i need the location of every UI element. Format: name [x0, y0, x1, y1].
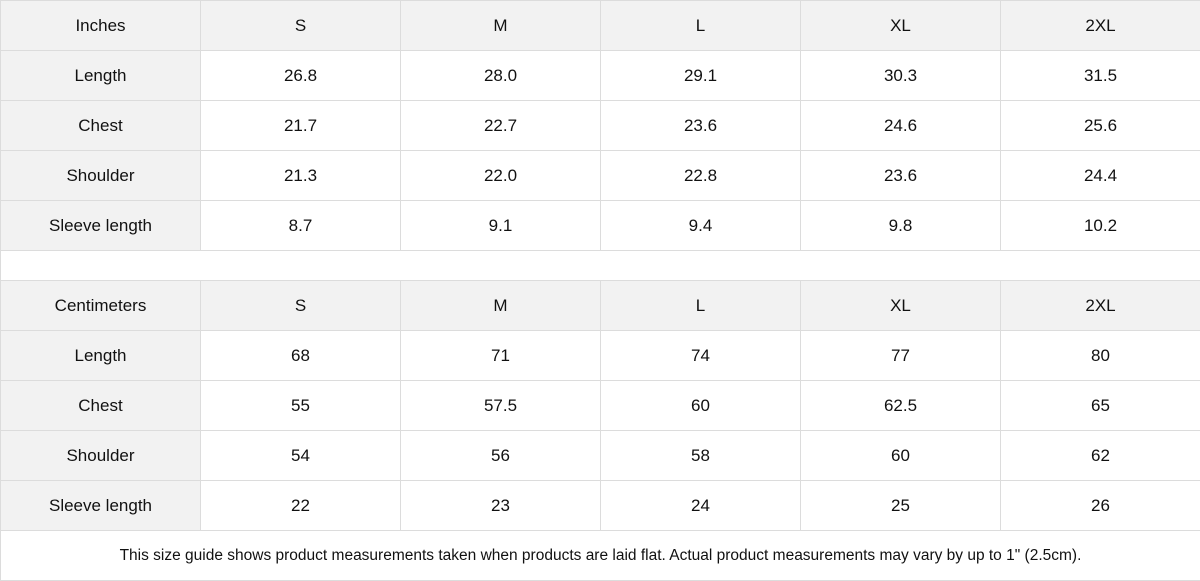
measurement-value: 21.7 [201, 101, 401, 151]
measurement-label: Chest [1, 101, 201, 151]
measurement-label: Sleeve length [1, 481, 201, 531]
measurement-value: 68 [201, 331, 401, 381]
size-guide-note: This size guide shows product measuremen… [1, 531, 1200, 581]
measurement-value: 8.7 [201, 201, 401, 251]
measurement-value: 22.7 [401, 101, 601, 151]
measurement-value: 23 [401, 481, 601, 531]
measurement-value: 22 [201, 481, 401, 531]
size-header: M [401, 1, 601, 51]
measurement-value: 54 [201, 431, 401, 481]
measurement-value: 31.5 [1001, 51, 1200, 101]
measurement-value: 62.5 [801, 381, 1001, 431]
measurement-value: 57.5 [401, 381, 601, 431]
size-header: L [601, 1, 801, 51]
measurement-value: 25.6 [1001, 101, 1200, 151]
measurement-value: 24 [601, 481, 801, 531]
measurement-value: 9.8 [801, 201, 1001, 251]
inches-unit-label: Inches [1, 1, 201, 51]
measurement-label: Shoulder [1, 431, 201, 481]
measurement-value: 55 [201, 381, 401, 431]
measurement-value: 28.0 [401, 51, 601, 101]
size-header: L [601, 281, 801, 331]
size-header: 2XL [1001, 281, 1200, 331]
measurement-value: 60 [601, 381, 801, 431]
measurement-value: 22.0 [401, 151, 601, 201]
measurement-value: 23.6 [801, 151, 1001, 201]
measurement-label: Chest [1, 381, 201, 431]
size-header: S [201, 1, 401, 51]
measurement-value: 22.8 [601, 151, 801, 201]
measurement-value: 80 [1001, 331, 1200, 381]
measurement-label: Length [1, 331, 201, 381]
size-header: XL [801, 1, 1001, 51]
measurement-value: 58 [601, 431, 801, 481]
measurement-value: 60 [801, 431, 1001, 481]
measurement-value: 25 [801, 481, 1001, 531]
measurement-value: 71 [401, 331, 601, 381]
measurement-value: 74 [601, 331, 801, 381]
measurement-label: Sleeve length [1, 201, 201, 251]
centimeters-unit-label: Centimeters [1, 281, 201, 331]
measurement-value: 65 [1001, 381, 1200, 431]
measurement-value: 26.8 [201, 51, 401, 101]
size-header: M [401, 281, 601, 331]
measurement-value: 62 [1001, 431, 1200, 481]
measurement-value: 23.6 [601, 101, 801, 151]
measurement-label: Length [1, 51, 201, 101]
measurement-value: 77 [801, 331, 1001, 381]
measurement-value: 21.3 [201, 151, 401, 201]
section-spacer [1, 251, 1200, 281]
measurement-value: 9.1 [401, 201, 601, 251]
measurement-value: 26 [1001, 481, 1200, 531]
measurement-value: 56 [401, 431, 601, 481]
measurement-label: Shoulder [1, 151, 201, 201]
measurement-value: 30.3 [801, 51, 1001, 101]
measurement-value: 29.1 [601, 51, 801, 101]
measurement-value: 24.4 [1001, 151, 1200, 201]
size-header: XL [801, 281, 1001, 331]
size-header: 2XL [1001, 1, 1200, 51]
measurement-value: 24.6 [801, 101, 1001, 151]
measurement-value: 9.4 [601, 201, 801, 251]
measurement-value: 10.2 [1001, 201, 1200, 251]
size-header: S [201, 281, 401, 331]
